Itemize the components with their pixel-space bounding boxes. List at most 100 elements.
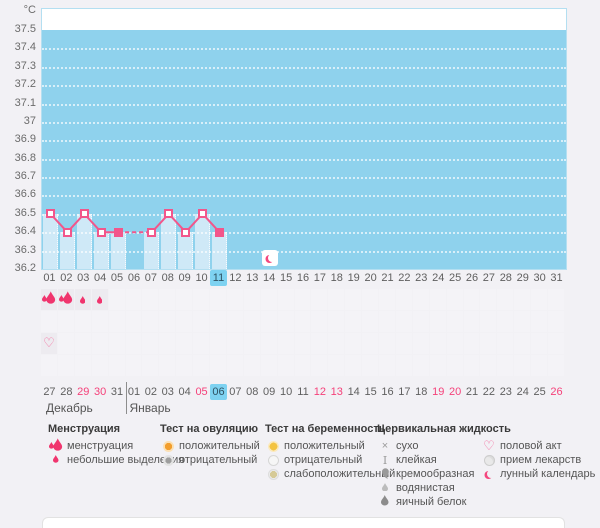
temp-point[interactable] <box>79 209 89 219</box>
cycle-day-label[interactable]: 31 <box>550 272 563 284</box>
symbol-cell[interactable] <box>531 311 548 332</box>
symbol-cell[interactable] <box>243 311 260 332</box>
cycle-day-label[interactable]: 11 <box>210 270 227 286</box>
symbol-cell[interactable] <box>328 289 345 310</box>
symbol-cell[interactable] <box>328 311 345 332</box>
calendar-day[interactable]: 06 <box>210 384 227 400</box>
calendar-day[interactable]: 27 <box>43 386 56 398</box>
cycle-day-label[interactable]: 05 <box>110 272 124 284</box>
calendar-day[interactable]: 31 <box>110 386 124 398</box>
symbol-cell[interactable] <box>395 289 412 310</box>
symbol-cell[interactable] <box>243 333 260 354</box>
symbol-cell[interactable] <box>226 289 243 310</box>
cycle-day-label[interactable]: 16 <box>296 272 310 284</box>
symbol-cell[interactable] <box>142 311 159 332</box>
calendar-day[interactable]: 23 <box>499 386 512 398</box>
cycle-day-label[interactable]: 25 <box>448 272 462 284</box>
calendar-day[interactable]: 01 <box>127 386 141 398</box>
symbol-cell[interactable]: ♡ <box>41 333 57 354</box>
symbol-cell[interactable] <box>379 355 395 376</box>
temp-point[interactable] <box>214 227 224 237</box>
symbol-cell[interactable] <box>429 333 446 354</box>
symbol-cell[interactable] <box>125 355 142 376</box>
calendar-day[interactable]: 14 <box>347 386 360 398</box>
symbol-cell[interactable] <box>142 355 159 376</box>
calendar-day[interactable]: 22 <box>482 386 496 398</box>
temp-point[interactable] <box>164 209 174 219</box>
symbol-cell[interactable] <box>260 289 277 310</box>
symbol-cell[interactable] <box>497 289 514 310</box>
symbol-cell[interactable] <box>548 355 564 376</box>
symbol-cell[interactable] <box>311 333 328 354</box>
symbol-cell[interactable] <box>446 311 463 332</box>
symbol-cell[interactable] <box>362 355 379 376</box>
symbol-cell[interactable] <box>497 311 514 332</box>
temp-point[interactable] <box>96 227 106 237</box>
cycle-day-label[interactable]: 07 <box>144 272 157 284</box>
symbol-cell[interactable] <box>311 355 328 376</box>
symbol-cell[interactable] <box>294 333 311 354</box>
temp-point[interactable] <box>62 227 72 237</box>
symbol-cell[interactable] <box>210 355 226 376</box>
cycle-day-label[interactable]: 20 <box>364 272 377 284</box>
cycle-day-label[interactable]: 02 <box>60 272 73 284</box>
symbol-cell[interactable] <box>531 355 548 376</box>
symbol-cell[interactable] <box>395 355 412 376</box>
cycle-day-label[interactable]: 17 <box>313 272 326 284</box>
symbol-cell[interactable] <box>210 289 226 310</box>
symbol-cell[interactable] <box>379 333 395 354</box>
symbol-cell[interactable] <box>74 289 91 310</box>
cycle-day-label[interactable]: 15 <box>279 272 293 284</box>
symbol-cell[interactable] <box>412 311 429 332</box>
symbol-cell[interactable] <box>548 311 564 332</box>
cycle-day-label[interactable]: 27 <box>482 272 496 284</box>
temp-point[interactable] <box>198 209 208 219</box>
symbol-cell[interactable] <box>176 289 193 310</box>
symbol-cell[interactable] <box>497 355 514 376</box>
symbol-cell[interactable] <box>41 311 57 332</box>
calendar-day[interactable]: 04 <box>178 386 191 398</box>
symbol-cell[interactable] <box>531 289 548 310</box>
calendar-day[interactable]: 10 <box>279 386 293 398</box>
symbol-cell[interactable] <box>379 311 395 332</box>
cycle-day-label[interactable]: 30 <box>533 272 546 284</box>
cycle-day-label[interactable]: 29 <box>516 272 529 284</box>
symbol-cell[interactable] <box>108 311 125 332</box>
calendar-day[interactable]: 18 <box>415 386 428 398</box>
symbol-cell[interactable] <box>294 289 311 310</box>
symbol-cell[interactable] <box>176 355 193 376</box>
calendar-day[interactable]: 21 <box>465 386 479 398</box>
cycle-day-label[interactable]: 12 <box>229 272 242 284</box>
symbol-cell[interactable] <box>480 333 497 354</box>
symbol-cell[interactable] <box>429 355 446 376</box>
cycle-day-label[interactable]: 19 <box>347 272 360 284</box>
symbol-cell[interactable] <box>193 289 210 310</box>
cycle-day-label[interactable]: 13 <box>246 272 259 284</box>
symbol-cell[interactable] <box>514 355 531 376</box>
symbol-cell[interactable] <box>74 311 91 332</box>
symbol-cell[interactable] <box>362 289 379 310</box>
symbol-cell[interactable] <box>226 333 243 354</box>
symbol-cell[interactable] <box>294 355 311 376</box>
calendar-day[interactable]: 16 <box>381 386 394 398</box>
cycle-day-label[interactable]: 14 <box>263 272 276 284</box>
symbol-cell[interactable] <box>193 311 210 332</box>
symbol-cell[interactable] <box>446 333 463 354</box>
symbol-cell[interactable] <box>463 355 480 376</box>
symbol-cell[interactable] <box>328 355 345 376</box>
symbol-cell[interactable] <box>108 355 125 376</box>
symbol-cell[interactable] <box>345 355 362 376</box>
symbol-cell[interactable] <box>463 311 480 332</box>
symbol-cell[interactable] <box>480 289 497 310</box>
symbol-cell[interactable] <box>311 311 328 332</box>
symbol-cell[interactable] <box>159 355 176 376</box>
calendar-day[interactable]: 28 <box>60 386 73 398</box>
symbol-cell[interactable] <box>345 311 362 332</box>
calendar-day[interactable]: 11 <box>297 386 309 398</box>
symbol-cell[interactable] <box>294 311 311 332</box>
symbol-cell[interactable] <box>57 289 74 310</box>
temp-point[interactable] <box>181 227 191 237</box>
symbol-cell[interactable] <box>463 333 480 354</box>
symbol-cell[interactable] <box>142 289 159 310</box>
symbol-cell[interactable] <box>514 333 531 354</box>
